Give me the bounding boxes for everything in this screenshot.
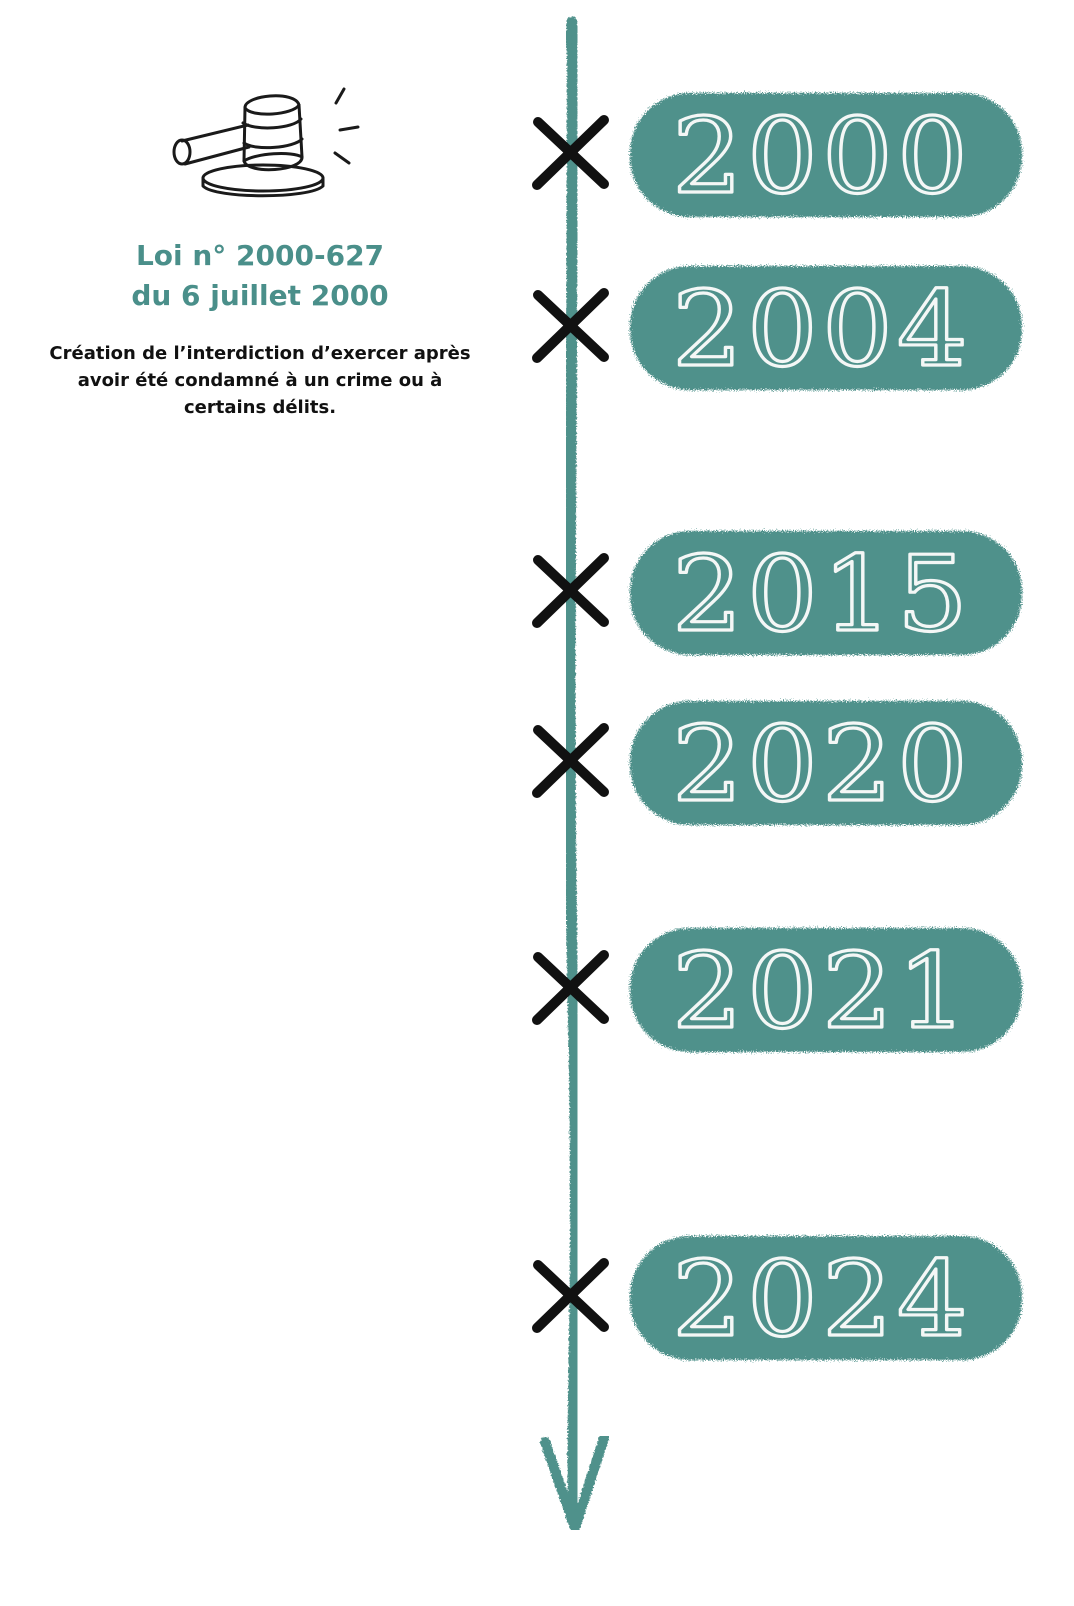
year-label: 2004 [672, 268, 972, 390]
year-badge [630, 928, 1022, 1052]
year-marker-2024: 2024 [532, 1236, 1022, 1362]
cross-marker-icon [532, 288, 609, 363]
year-marker-2021: 2021 [532, 928, 1022, 1054]
cross-marker-icon [532, 553, 609, 628]
arrow-down-icon [540, 1433, 609, 1533]
law-title-line1: Loi n° 2000-627 [135, 239, 385, 272]
year-label: 2024 [672, 1238, 972, 1360]
year-badge [630, 701, 1022, 825]
law-title: Loi n° 2000-627 du 6 juillet 2000 [60, 236, 460, 316]
year-badge [630, 1236, 1022, 1360]
law-description: Création de l’interdiction d’exercer apr… [49, 343, 471, 418]
year-badge [630, 93, 1022, 217]
year-markers: 2000 2004 2015 2020 2021 2024 [532, 93, 1022, 1362]
year-marker-2000: 2000 [532, 93, 1022, 219]
year-badge [630, 266, 1022, 390]
year-label: 2020 [672, 703, 972, 825]
year-label: 2000 [672, 95, 972, 217]
year-marker-2020: 2020 [532, 701, 1022, 827]
year-badge [630, 531, 1022, 655]
law-title-line2: du 6 juillet 2000 [131, 279, 389, 312]
cross-marker-icon [532, 950, 609, 1025]
gavel-icon [160, 75, 370, 210]
year-label: 2015 [672, 533, 972, 655]
timeline-axis [564, 16, 582, 1526]
cross-marker-icon [532, 723, 609, 798]
cross-marker-icon [532, 115, 609, 190]
cross-marker-icon [532, 1258, 609, 1333]
year-marker-2004: 2004 [532, 266, 1022, 392]
year-marker-2015: 2015 [532, 531, 1022, 657]
year-label: 2021 [672, 930, 972, 1052]
